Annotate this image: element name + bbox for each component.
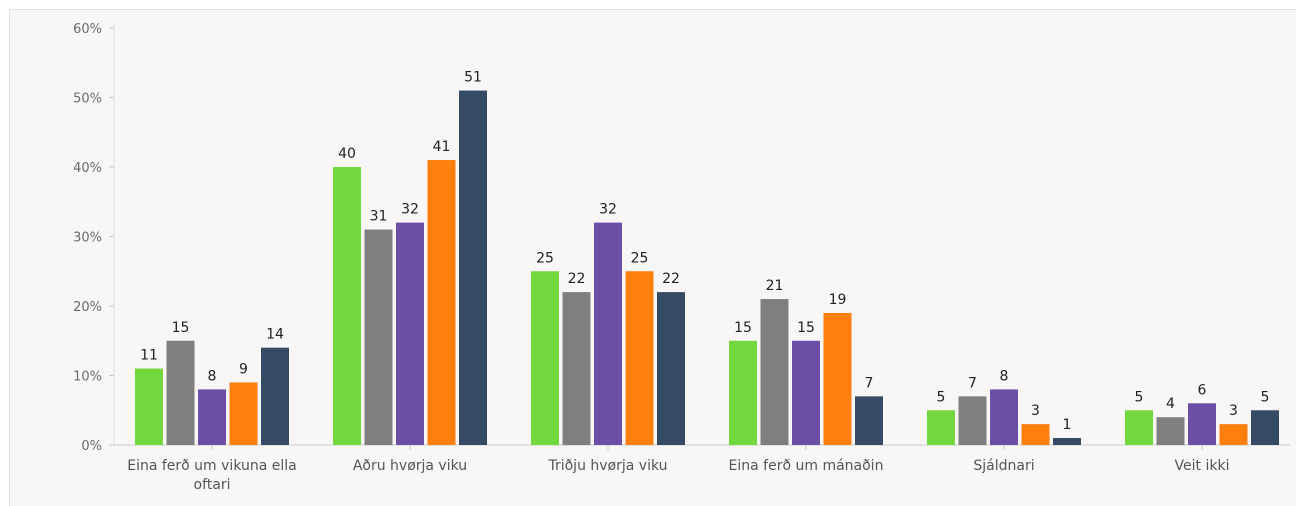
bar [1188, 403, 1216, 445]
x-tick-label: Aðru hvørja viku [353, 458, 467, 474]
bar [625, 271, 654, 445]
data-label: 15 [172, 320, 190, 336]
bar [396, 222, 424, 445]
data-label: 25 [536, 250, 554, 266]
bar [427, 160, 456, 446]
data-label: 3 [1229, 403, 1238, 419]
bar [958, 396, 987, 445]
data-label: 22 [568, 271, 586, 287]
bar [823, 312, 852, 445]
data-label: 5 [1261, 389, 1270, 405]
bar [459, 90, 487, 446]
data-label: 14 [266, 327, 284, 343]
data-label: 15 [797, 320, 815, 336]
bar [792, 340, 820, 445]
bar [531, 271, 559, 445]
x-tick-label: oftari [194, 477, 231, 493]
bar [166, 340, 195, 445]
bar [1021, 424, 1050, 445]
bar [135, 368, 163, 445]
bar [990, 389, 1018, 445]
data-label: 40 [338, 146, 356, 162]
data-label: 6 [1198, 382, 1207, 398]
data-label: 7 [865, 375, 874, 391]
data-label: 11 [140, 348, 158, 364]
y-tick-label: 30% [73, 231, 102, 246]
bar [562, 292, 591, 445]
data-label: 51 [464, 70, 482, 86]
data-label: 5 [1135, 389, 1144, 405]
data-label: 21 [766, 278, 784, 294]
data-label: 15 [734, 320, 752, 336]
x-tick-label: Veit ikki [1175, 458, 1230, 474]
data-label: 5 [937, 389, 946, 405]
bar [760, 299, 789, 445]
bar [198, 389, 226, 445]
y-tick-label: 50% [73, 92, 102, 107]
bar [1219, 424, 1248, 445]
bar [1251, 410, 1279, 445]
bar [729, 340, 757, 445]
x-tick-label: Eina ferð um mánaðin [729, 458, 884, 474]
bar [855, 396, 883, 445]
x-tick-label: Sjáldnari [973, 458, 1034, 474]
bar [927, 410, 955, 445]
bar [333, 167, 361, 445]
x-tick-label: Eina ferð um vikuna ella [127, 458, 297, 474]
data-label: 22 [662, 271, 680, 287]
bar [364, 229, 393, 445]
data-label: 4 [1166, 396, 1175, 412]
bar [594, 222, 622, 445]
bar [1053, 438, 1081, 445]
data-label: 25 [631, 250, 649, 266]
data-label: 3 [1031, 403, 1040, 419]
data-label: 32 [401, 202, 419, 218]
data-label: 8 [208, 368, 217, 384]
y-tick-label: 60% [73, 22, 102, 37]
y-tick-label: 10% [73, 370, 102, 385]
y-tick-label: 0% [81, 439, 102, 454]
y-tick-label: 20% [73, 300, 102, 315]
data-label: 1 [1063, 417, 1072, 433]
bar [1125, 410, 1153, 445]
data-label: 19 [829, 292, 847, 308]
data-label: 41 [433, 139, 451, 155]
data-label: 32 [599, 202, 617, 218]
x-tick-label: Triðju hvørja viku [547, 458, 667, 474]
chart-axes: 0% 10% 20% 30% 40% 50% 60% Eina ferð um vikuna … [73, 22, 1290, 493]
chart-bars [135, 90, 1279, 446]
data-label: 31 [370, 209, 388, 225]
y-tick-label: 40% [73, 161, 102, 176]
data-label: 7 [968, 375, 977, 391]
data-label: 8 [1000, 368, 1009, 384]
bar [261, 347, 289, 445]
bar [229, 382, 258, 445]
bar [1156, 417, 1185, 445]
bar [657, 292, 685, 445]
data-label: 9 [239, 361, 248, 377]
